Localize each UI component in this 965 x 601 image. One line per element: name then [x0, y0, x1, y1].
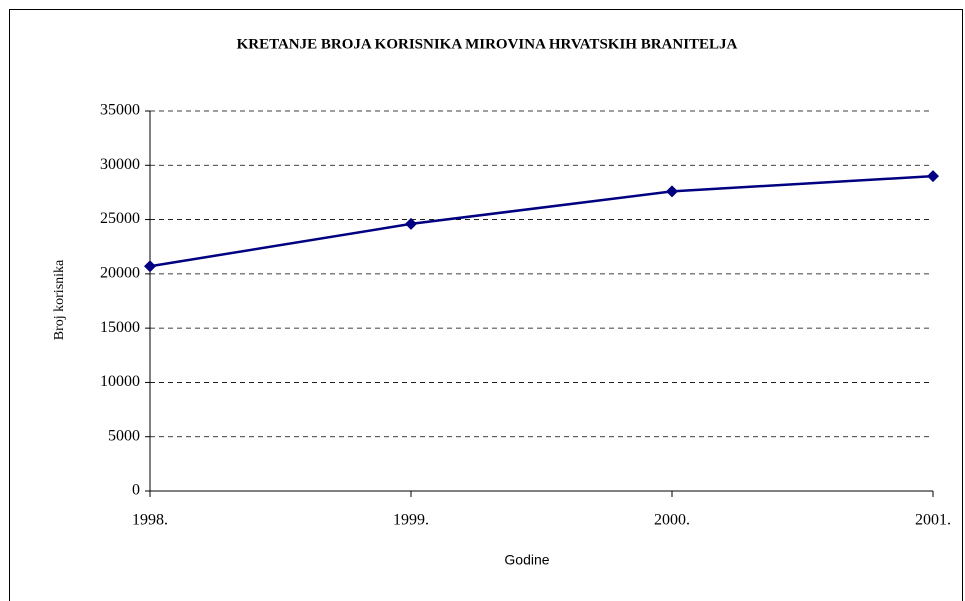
- chart-title: KRETANJE BROJA KORISNIKA MIROVINA HRVATS…: [237, 36, 738, 52]
- y-tick-label: 20000: [100, 265, 140, 282]
- marker: [666, 185, 678, 198]
- y-tick-label: 5000: [108, 427, 140, 444]
- x-tick-label: 1999.: [393, 512, 429, 529]
- marker: [144, 260, 156, 273]
- y-tick-label: 35000: [100, 102, 140, 119]
- marker: [405, 217, 417, 230]
- x-tick-label: 2001.: [915, 512, 951, 529]
- x-tick-label: 1998.: [132, 512, 168, 529]
- y-tick-label: 10000: [100, 373, 140, 390]
- x-axis-label: Godine: [504, 552, 549, 568]
- y-axis-label: Broj korisnika: [52, 259, 67, 340]
- y-tick-label: 0: [132, 482, 140, 499]
- line: [149, 174, 934, 268]
- x-tick-label: 2000.: [654, 512, 690, 529]
- chart-border: [9, 9, 963, 601]
- y-tick-label: 25000: [100, 210, 140, 227]
- y-tick-label: 30000: [100, 156, 140, 173]
- y-tick-label: 15000: [100, 319, 140, 336]
- marker: [927, 170, 939, 183]
